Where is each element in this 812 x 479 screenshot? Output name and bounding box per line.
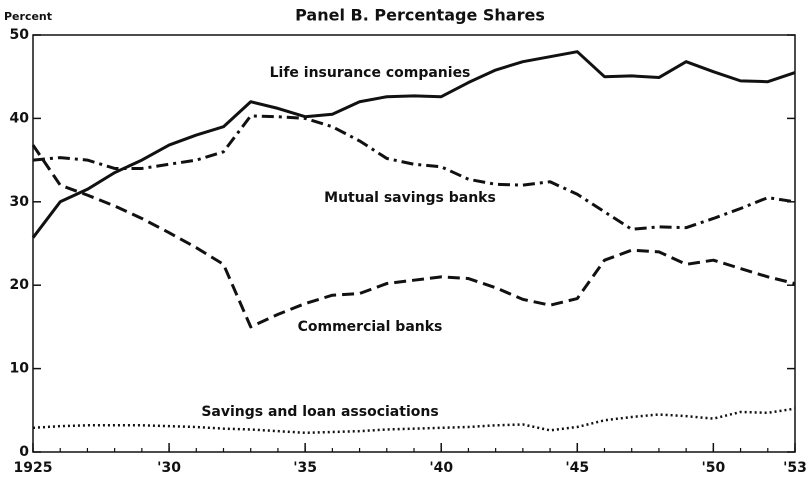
chart-title: Panel B. Percentage Shares [295,6,545,25]
x-tick-label: '53 [783,460,807,476]
y-axis-label: Percent [4,10,52,23]
series-label: Commercial banks [298,319,443,335]
series-label: Mutual savings banks [324,190,496,206]
series-line [32,407,796,435]
y-tick-label: 0 [19,444,29,460]
x-tick-label: '35 [293,460,317,476]
plot-frame [32,34,796,453]
series-line [31,144,796,329]
y-tick-label: 40 [10,110,30,126]
x-tick-label: '40 [429,460,453,476]
series-label: Life insurance companies [270,65,471,81]
series-line [31,50,796,239]
y-tick-label: 30 [10,194,30,210]
series-label: Savings and loan associations [201,404,438,420]
series-line [32,114,796,231]
y-tick-label: 10 [10,361,30,377]
x-tick-label: '50 [701,460,725,476]
x-tick-label: 1925 [14,460,53,476]
x-tick-label: '30 [157,460,181,476]
y-tick-label: 20 [10,277,30,293]
y-tick-label: 50 [10,27,30,43]
x-tick-label: '45 [565,460,589,476]
